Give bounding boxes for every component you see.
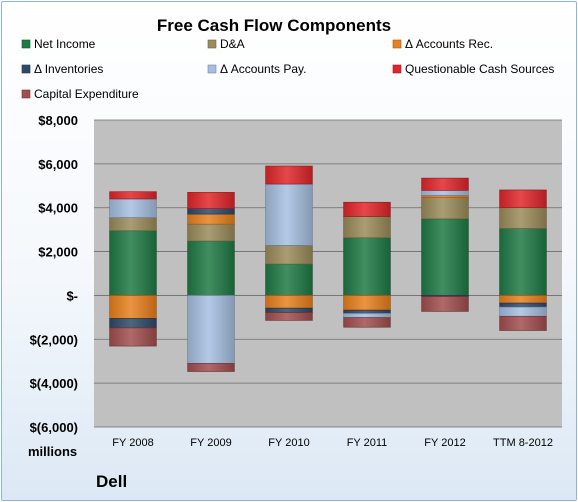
- bar-d-a-fy-2010: [265, 245, 313, 265]
- bar-questionable-cash-sources-fy-2009: [187, 192, 235, 209]
- bar-accounts-rec-fy-2010: [265, 295, 313, 309]
- bar-capital-expenditure-fy-2012: [421, 296, 469, 312]
- y-tick-label: $4,000: [38, 201, 78, 216]
- legend-swatch-inventories: [21, 64, 31, 74]
- bar-accounts-pay-fy-2010: [265, 183, 313, 246]
- bar-accounts-pay-fy-2011: [343, 313, 391, 318]
- legend-label-accounts-rec: Δ Accounts Rec.: [405, 37, 493, 51]
- bar-net-income-fy-2009: [187, 240, 235, 296]
- legend-swatch-d-a: [207, 39, 217, 49]
- bar-accounts-pay-fy-2008: [109, 198, 157, 218]
- y-tick-label: $(4,000): [30, 376, 78, 391]
- bar-d-a-fy-2009: [187, 223, 235, 242]
- bar-capital-expenditure-fy-2009: [187, 363, 235, 372]
- bar-net-income-fy-2008: [109, 230, 157, 296]
- bar-d-a-ttm-8-2012: [499, 207, 547, 229]
- bar-inventories-fy-2008: [109, 318, 157, 329]
- bar-accounts-rec-fy-2012: [421, 195, 469, 198]
- y-tick-label: $(2,000): [30, 332, 78, 347]
- bar-net-income-fy-2012: [421, 218, 469, 296]
- bar-accounts-rec-ttm-8-2012: [499, 295, 547, 304]
- x-tick-label: FY 2012: [424, 437, 465, 449]
- bar-net-income-fy-2011: [343, 237, 391, 296]
- bar-capital-expenditure-fy-2008: [109, 327, 157, 347]
- x-tick-label: FY 2008: [112, 437, 153, 449]
- bar-capital-expenditure-fy-2010: [265, 312, 313, 321]
- bar-questionable-cash-sources-fy-2010: [265, 165, 313, 185]
- bar-accounts-pay-fy-2009: [187, 295, 235, 364]
- gridlines: [94, 119, 562, 428]
- bar-inventories-fy-2011: [343, 309, 391, 314]
- x-tick-label: FY 2011: [347, 437, 388, 449]
- legend: Net Income D&A Δ Accounts Rec. Δ Inventorie…: [21, 37, 554, 101]
- y-tick-label: $6,000: [38, 157, 78, 172]
- legend-swatch-capital-expenditure: [21, 89, 31, 99]
- legend-swatch-net-income: [21, 39, 31, 49]
- x-tick-label: TTM 8-2012: [493, 437, 553, 449]
- bar-questionable-cash-sources-ttm-8-2012: [499, 189, 547, 209]
- bar-d-a-fy-2011: [343, 216, 391, 239]
- legend-label-inventories: Δ Inventories: [34, 62, 103, 76]
- bar-accounts-pay-fy-2012: [421, 190, 469, 196]
- legend-swatch-accounts-pay: [207, 64, 217, 74]
- x-axis-ticks: FY 2008 FY 2009 FY 2010 FY 2011 FY 2012 TTM 8…: [112, 437, 553, 449]
- bar-d-a-fy-2012: [421, 197, 469, 220]
- legend-label-d-a: D&A: [220, 37, 245, 51]
- legend-label-net-income: Net Income: [34, 37, 96, 51]
- bar-questionable-cash-sources-fy-2012: [421, 177, 469, 191]
- bar-capital-expenditure-fy-2011: [343, 317, 391, 328]
- legend-label-accounts-pay: Δ Accounts Pay.: [220, 62, 307, 76]
- legend-swatch-accounts-rec: [392, 39, 402, 49]
- bar-questionable-cash-sources-fy-2011: [343, 201, 391, 217]
- y-axis-ticks: $8,000 $6,000 $4,000 $2,000 $- $(2,000) $(4,00…: [30, 113, 78, 435]
- bar-d-a-fy-2008: [109, 217, 157, 232]
- x-tick-label: FY 2010: [268, 437, 309, 449]
- y-axis-unit-label: millions: [28, 444, 77, 459]
- bars: [109, 165, 547, 372]
- bar-net-income-fy-2010: [265, 263, 313, 296]
- bar-capital-expenditure-ttm-8-2012: [499, 315, 547, 331]
- bar-inventories-fy-2010: [265, 307, 313, 313]
- bar-questionable-cash-sources-fy-2008: [109, 191, 157, 200]
- bar-inventories-fy-2009: [187, 208, 235, 215]
- bar-accounts-rec-fy-2011: [343, 295, 391, 311]
- y-tick-label: $2,000: [38, 245, 78, 260]
- legend-label-capital-expenditure: Capital Expenditure: [34, 87, 139, 101]
- bar-net-income-ttm-8-2012: [499, 228, 547, 296]
- bar-accounts-pay-ttm-8-2012: [499, 306, 547, 317]
- bar-accounts-rec-fy-2009: [187, 213, 235, 225]
- legend-label-questionable-cash-sources: Questionable Cash Sources: [405, 62, 554, 76]
- y-tick-label: $(6,000): [30, 420, 78, 435]
- chart-title: Free Cash Flow Components: [157, 16, 391, 35]
- bar-inventories-ttm-8-2012: [499, 302, 547, 308]
- y-tick-label: $-: [66, 288, 78, 303]
- y-tick-label: $8,000: [38, 113, 78, 128]
- company-label: Dell: [96, 472, 127, 491]
- x-tick-label: FY 2009: [190, 437, 231, 449]
- legend-swatch-questionable-cash-sources: [392, 64, 402, 74]
- bar-accounts-rec-fy-2008: [109, 295, 157, 319]
- plot-area: [94, 120, 562, 427]
